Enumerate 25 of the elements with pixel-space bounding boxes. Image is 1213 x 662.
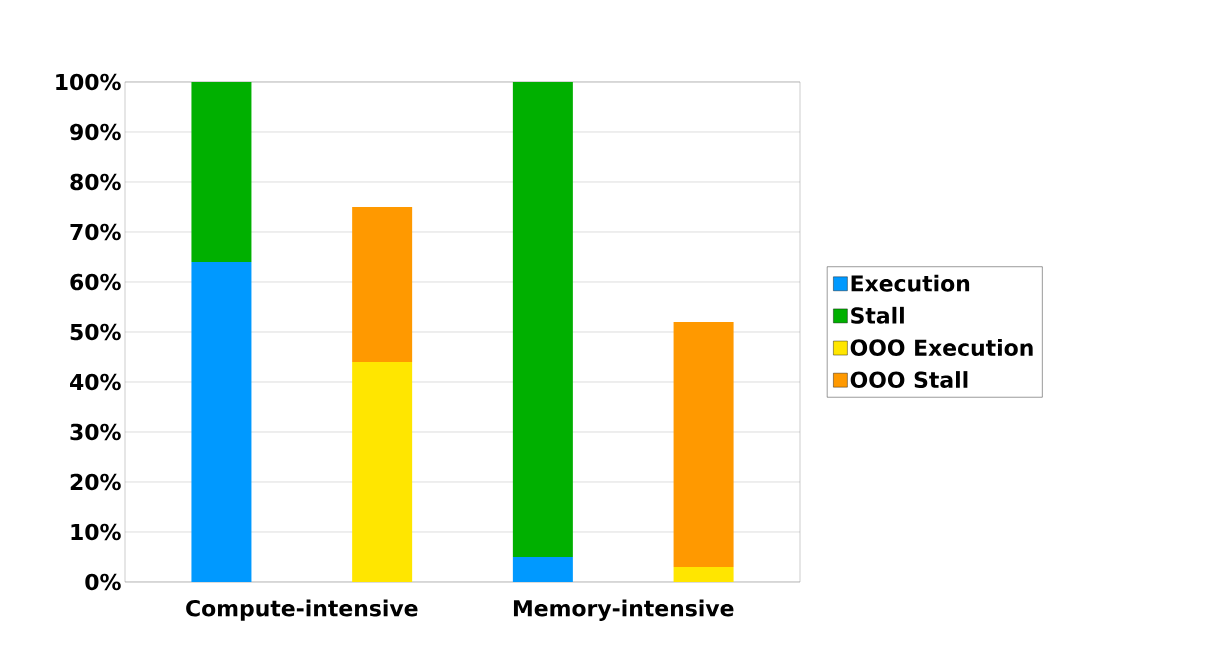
legend-label: OOO Stall: [850, 371, 968, 389]
y-tick-label: 60%: [70, 273, 121, 291]
y-tick-label: 30%: [70, 423, 121, 441]
legend-label: Execution: [851, 274, 970, 292]
legend-label: OOO Execution: [850, 338, 1033, 356]
y-tick-label: 50%: [70, 323, 121, 341]
bar: [191, 261, 252, 582]
text: Compute-intensive: [186, 599, 418, 621]
y-tick-label: 40%: [70, 373, 121, 391]
text: Memory-intensive: [513, 599, 734, 621]
bar: [352, 361, 413, 582]
y-tick-label: 100%: [56, 73, 121, 91]
bar: [512, 556, 573, 582]
y-tick-label: 90%: [70, 123, 121, 141]
y-tick-label: 10%: [71, 523, 121, 541]
bar: [191, 81, 252, 262]
y-tick-label: 0%: [85, 573, 121, 591]
bar: [512, 81, 573, 557]
y-tick-label: 80%: [70, 173, 121, 191]
bar: [352, 206, 413, 362]
legend-label: Stall: [851, 306, 904, 324]
bar: [673, 566, 734, 582]
y-tick-label: 70%: [70, 223, 121, 241]
y-tick-label: 20%: [70, 473, 121, 491]
bar: [673, 321, 734, 567]
